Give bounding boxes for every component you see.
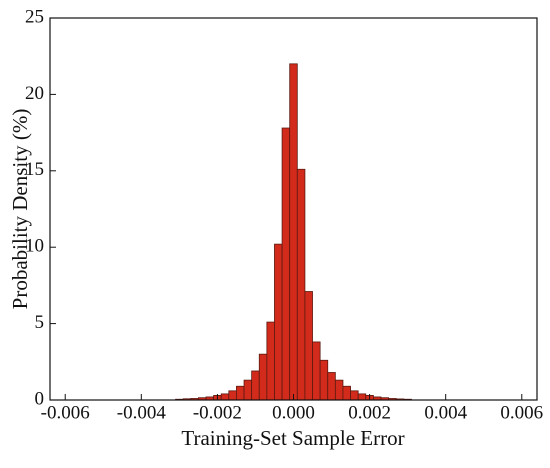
- y-tick-label: 20: [25, 83, 44, 104]
- x-tick-label: -0.004: [117, 402, 167, 423]
- bar: [274, 243, 283, 401]
- y-tick-label: 25: [25, 6, 44, 27]
- bar: [281, 127, 291, 401]
- x-tick-label: -0.002: [193, 402, 242, 423]
- x-axis-label: Training-Set Sample Error: [181, 426, 404, 450]
- x-tick-label: 0.004: [424, 402, 467, 423]
- y-tick-label: 15: [25, 159, 44, 180]
- bar: [289, 63, 298, 401]
- y-tick-label: 5: [35, 312, 45, 333]
- x-tick-label: 0.002: [348, 402, 391, 423]
- bar: [312, 341, 321, 401]
- bar: [220, 393, 230, 401]
- bar: [228, 390, 237, 401]
- x-tick-label: 0.000: [272, 402, 315, 423]
- bar: [304, 291, 313, 401]
- bar: [266, 321, 275, 401]
- y-axis-label: Probability Density (%): [8, 109, 32, 310]
- bar: [342, 385, 351, 401]
- bar: [327, 372, 336, 401]
- x-tick-label: 0.006: [500, 402, 543, 423]
- bar: [334, 379, 344, 401]
- y-tick-label: 10: [25, 236, 44, 257]
- bar: [243, 379, 253, 401]
- bar: [357, 393, 367, 401]
- bar: [236, 385, 245, 401]
- x-tick-label: -0.006: [41, 402, 90, 423]
- bar: [319, 359, 329, 401]
- bar: [296, 168, 306, 401]
- bar: [258, 353, 268, 401]
- bar: [350, 390, 359, 401]
- bar: [251, 370, 260, 401]
- y-tick-label: 0: [35, 388, 45, 409]
